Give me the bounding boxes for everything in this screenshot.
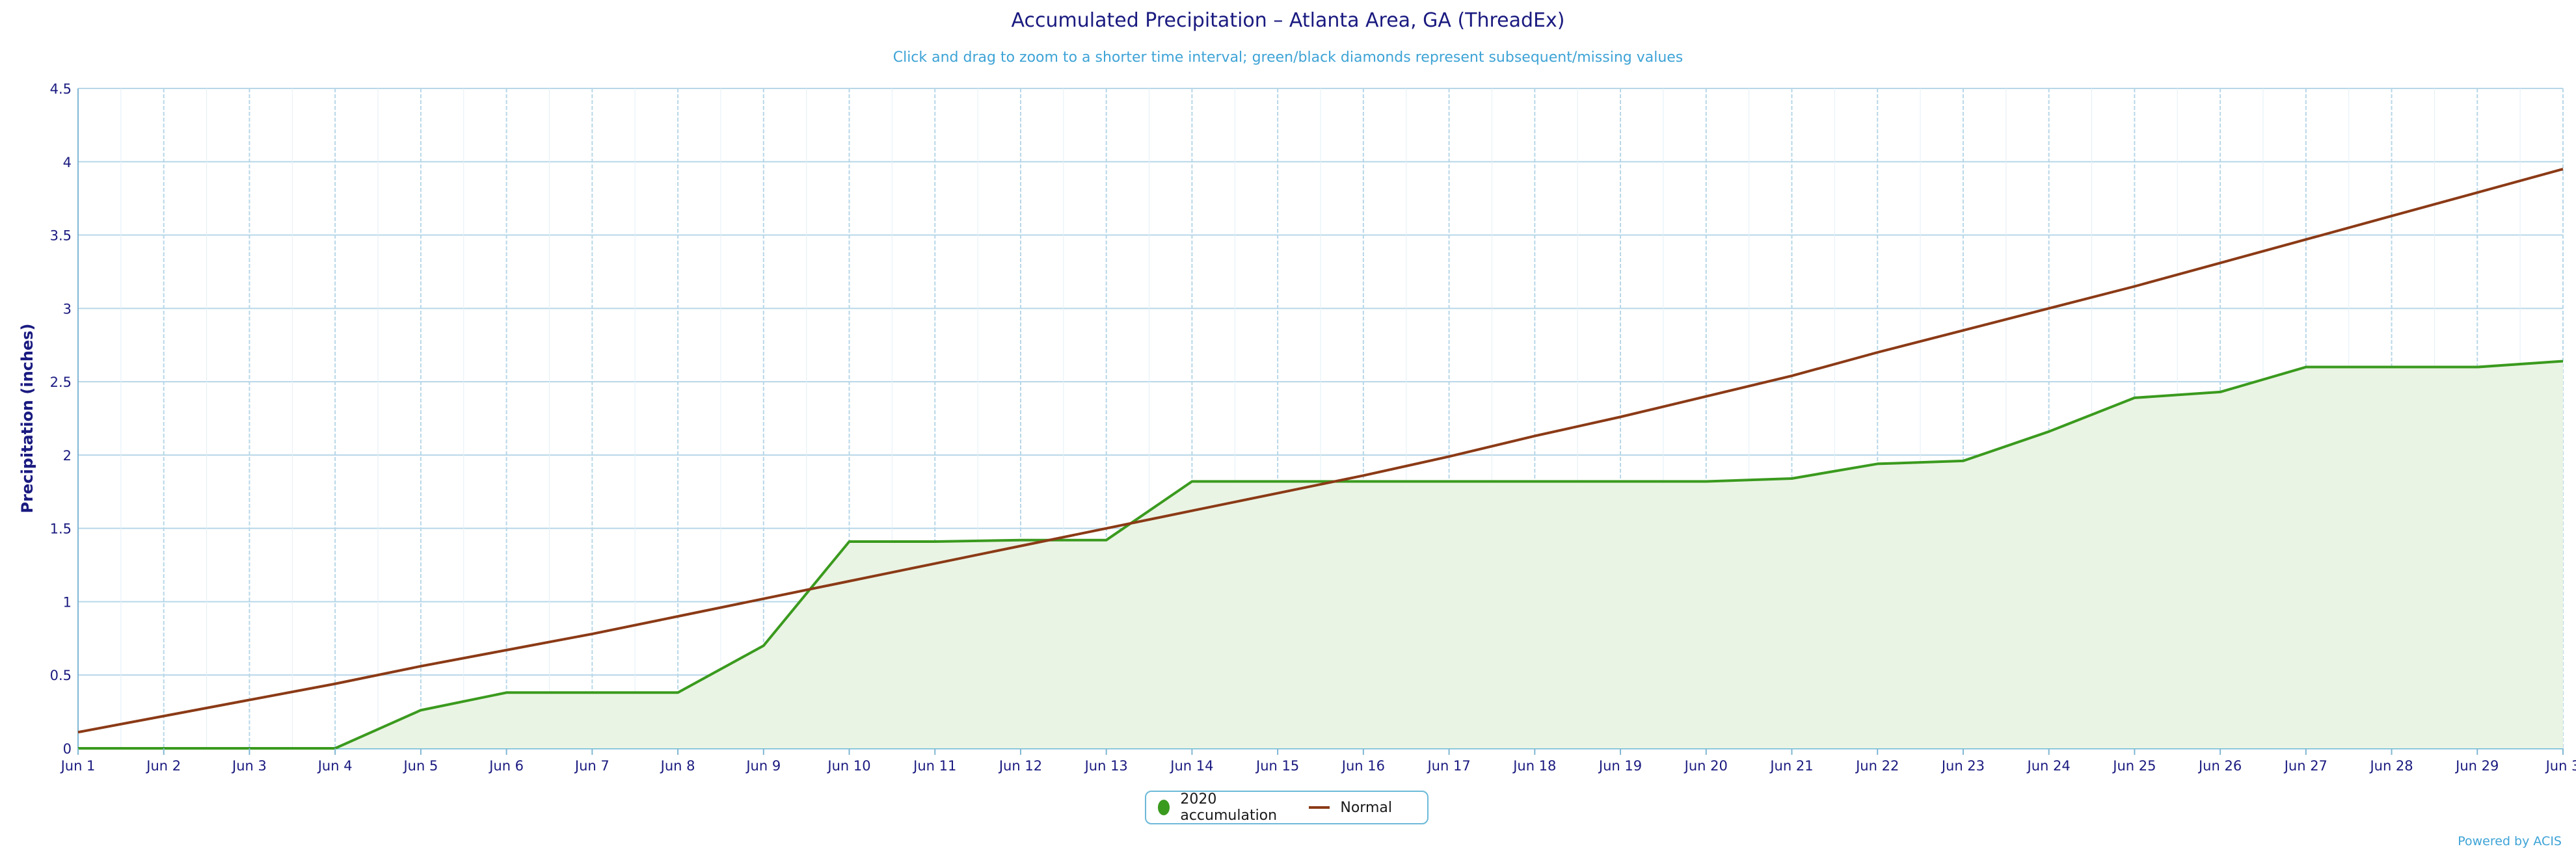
y-tick-label: 2 <box>63 448 72 464</box>
x-tick-label: Jun 14 <box>1169 758 1213 774</box>
x-tick-label: Jun 26 <box>2197 758 2242 774</box>
x-tick-label: Jun 15 <box>1255 758 1299 774</box>
y-tick-label: 0.5 <box>50 668 72 683</box>
y-tick-label: 1 <box>63 594 72 610</box>
x-tick-label: Jun 2 <box>145 758 181 774</box>
x-tick-label: Jun 11 <box>912 758 956 774</box>
legend-label-accumulation: 2020 accumulation <box>1180 791 1278 824</box>
y-axis-ticks: 0 0.5 1 1.5 2 2.5 3 3.5 4 4.5 <box>50 81 72 757</box>
y-tick-label: 4 <box>63 155 72 170</box>
x-tick-label: Jun 19 <box>1598 758 1642 774</box>
y-tick-label: 3.5 <box>50 228 72 244</box>
legend-label-normal: Normal <box>1340 799 1392 816</box>
legend[interactable]: 2020 accumulation Normal <box>1145 791 1429 824</box>
x-tick-label: Jun 3 <box>231 758 267 774</box>
powered-by-link[interactable]: Powered by ACIS <box>2458 834 2562 848</box>
x-tick-label: Jun 29 <box>2454 758 2499 774</box>
x-tick-label: Jun 10 <box>826 758 870 774</box>
x-tick-label: Jun 27 <box>2283 758 2328 774</box>
x-tick-label: Jun 21 <box>1769 758 1813 774</box>
x-tick-label: Jun 8 <box>660 758 695 774</box>
y-tick-label: 3 <box>63 301 72 317</box>
series-layer <box>77 168 2564 750</box>
x-tick-label: Jun 18 <box>1512 758 1556 774</box>
chart-subtitle: Click and drag to zoom to a shorter time… <box>892 49 1684 66</box>
series-line-accumulation[interactable] <box>78 360 2564 750</box>
x-tick-label: Jun 20 <box>1684 758 1728 774</box>
x-tick-label: Jun 3 <box>2545 758 2576 774</box>
x-tick-label: Jun 28 <box>2368 758 2413 774</box>
x-tick-label: Jun 23 <box>1940 758 1985 774</box>
x-tick-label: Jun 9 <box>745 758 781 774</box>
y-tick-label: 0 <box>63 741 72 757</box>
x-tick-label: Jun 6 <box>488 758 524 774</box>
x-tick-label: Jun 5 <box>402 758 438 774</box>
y-axis-label: Precipitation (inches) <box>18 324 36 514</box>
legend-item-accumulation[interactable]: 2020 accumulation <box>1158 791 1285 824</box>
y-tick-label: 4.5 <box>50 81 72 97</box>
series-line-normal[interactable] <box>77 168 2564 734</box>
x-tick-label: Jun 17 <box>1426 758 1470 774</box>
legend-marker-accumulation <box>1158 800 1170 815</box>
series-accumulation-area <box>78 361 2563 748</box>
y-tick-label: 2.5 <box>50 374 72 390</box>
x-tick-label: Jun 4 <box>317 758 353 774</box>
x-tick-label: Jun 1 <box>60 758 96 774</box>
legend-marker-normal <box>1309 806 1330 809</box>
x-tick-label: Jun 13 <box>1084 758 1128 774</box>
chart-title: Accumulated Precipitation – Atlanta Area… <box>1011 9 1565 32</box>
area-layer <box>78 361 2563 748</box>
x-tick-label: Jun 7 <box>574 758 610 774</box>
x-tick-label: Jun 16 <box>1341 758 1385 774</box>
x-tick-label: Jun 12 <box>998 758 1042 774</box>
x-axis-ticks: Jun 1 Jun 2 Jun 3 Jun 4 Jun 5 Jun 6 Jun 7 Jun 8… <box>60 748 2576 774</box>
x-tick-label: Jun 22 <box>1855 758 1899 774</box>
legend-item-normal[interactable]: Normal <box>1309 800 1392 816</box>
y-tick-label: 1.5 <box>50 521 72 537</box>
x-tick-label: Jun 24 <box>2026 758 2071 774</box>
x-tick-label: Jun 25 <box>2112 758 2156 774</box>
